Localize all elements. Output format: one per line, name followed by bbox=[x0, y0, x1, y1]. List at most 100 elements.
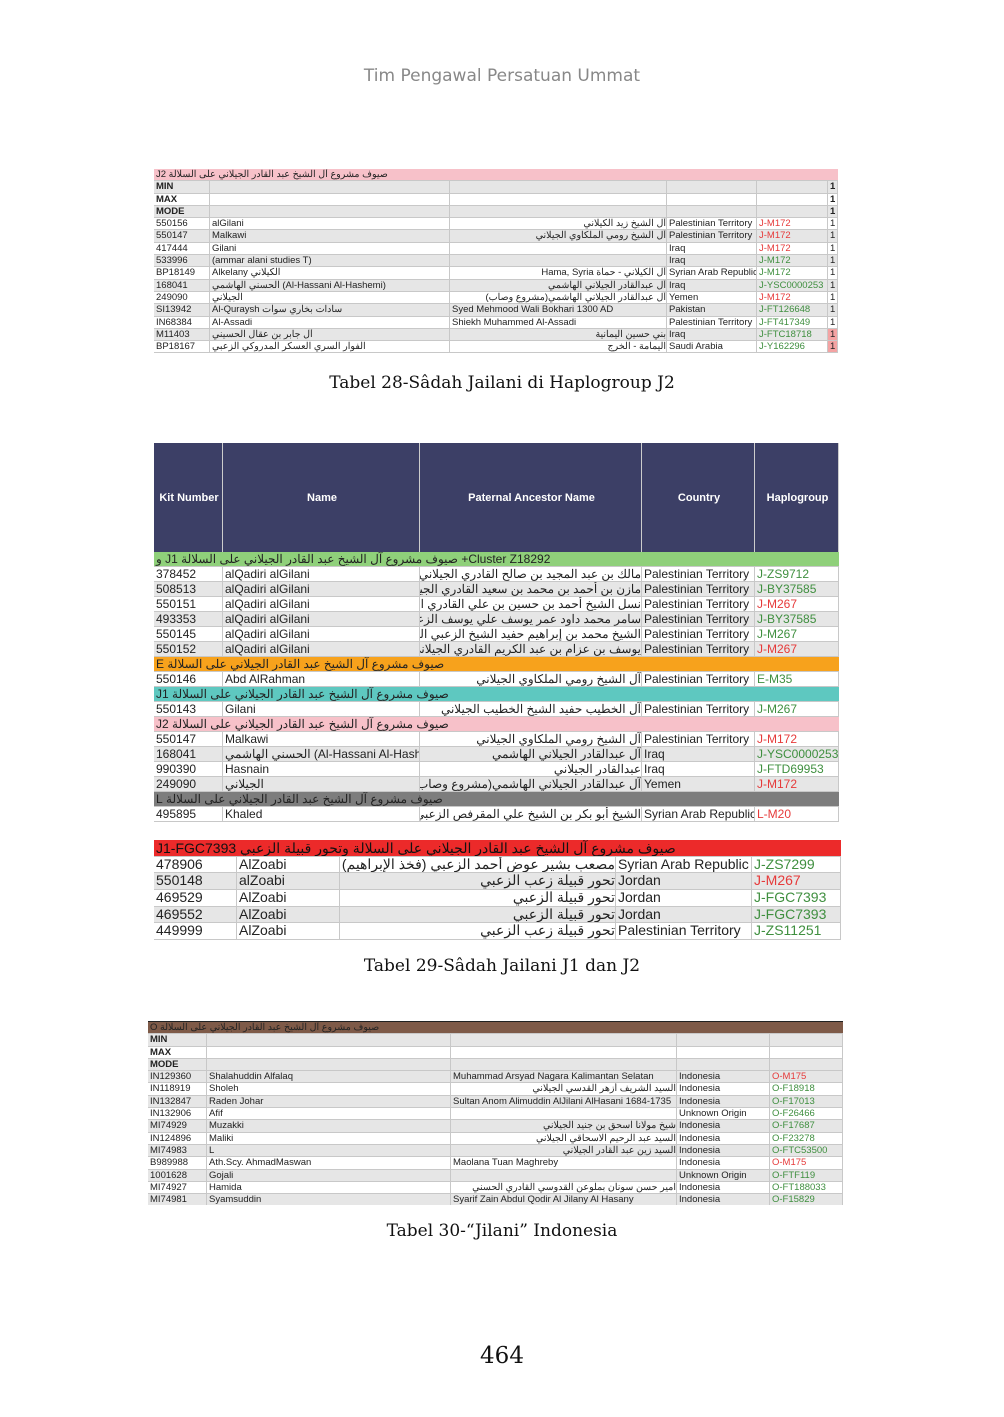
cell-kit: MIN bbox=[154, 181, 210, 193]
cell-count: 1 bbox=[828, 230, 838, 242]
cell-hg: J-FGC7393 bbox=[752, 906, 841, 923]
cell-name: Alkelany الكيلاني bbox=[210, 267, 450, 279]
cell-name: الحسني الهاشمي (Al-Hassani Al-Hashemi) bbox=[210, 279, 450, 291]
cell-hg: O-FTF119 bbox=[770, 1169, 843, 1181]
cell-kit: M11403 bbox=[154, 328, 210, 341]
cell-country: Iraq bbox=[642, 747, 755, 761]
cell-ancestor: آل الشيخ زيد الكيلاني bbox=[450, 218, 667, 230]
table-row: BP18167 الفوار السري العسكر المدروكي الزع… bbox=[154, 341, 838, 354]
cell-name: الجيلاني bbox=[210, 291, 450, 304]
cell-kit: MI74981 bbox=[148, 1194, 207, 1205]
cell-kit: 550147 bbox=[154, 732, 223, 746]
table-29: Kit Number Name Paternal Ancestor Name Coun… bbox=[154, 443, 839, 823]
cell-country: Indonesia bbox=[677, 1071, 770, 1083]
group-band: صيوف مشروع آل الشيخ عبد القادر الجيلاني … bbox=[154, 169, 838, 182]
cell-ancestor bbox=[450, 255, 667, 267]
cell-country bbox=[677, 1058, 770, 1071]
cell-country: Indonesia bbox=[677, 1157, 770, 1169]
cell-name: Malkawi bbox=[210, 230, 450, 242]
cell-kit: MIN bbox=[148, 1034, 207, 1046]
cell-country: Palestinian Territory bbox=[642, 642, 755, 656]
cell-kit: 1001628 bbox=[148, 1169, 207, 1181]
cell-hg: J-M172 bbox=[755, 777, 839, 791]
cell-name: Hamida bbox=[207, 1181, 451, 1194]
cell-ancestor: Maolana Tuan Maghreby bbox=[451, 1157, 677, 1169]
cell-ancestor: آل عبدالقادر الجيلاني الهاشمي bbox=[450, 279, 667, 291]
cell-hg: J-M172 bbox=[755, 732, 839, 746]
cell-country: Palestinian Territory bbox=[667, 316, 757, 328]
cell-count: 1 bbox=[828, 279, 838, 291]
cell-hg: J-FT417349 bbox=[757, 316, 828, 328]
cell-hg bbox=[757, 181, 828, 193]
cell-count: 1 bbox=[828, 316, 838, 328]
cell-name: alQadiri alGilani bbox=[223, 597, 420, 611]
cell-country: Indonesia bbox=[677, 1095, 770, 1108]
cell-kit: 449999 bbox=[154, 923, 237, 940]
cell-ancestor: تحور قبيلة زعب الزعبي bbox=[340, 923, 616, 940]
cell-ancestor: تحور قبيلة زعب الزعبي bbox=[340, 873, 616, 890]
cell-ancestor: آل الشيخ رومي الملكاوي الجيلاني bbox=[420, 672, 642, 686]
cell-name: Al-Assadi bbox=[210, 316, 450, 328]
column-header: Country bbox=[642, 443, 755, 552]
cell-ancestor: بني حسين اليمانية bbox=[450, 328, 667, 341]
cell-ancestor: آل الخطيب حفيد الشيخ الخطيب الجيلاني bbox=[420, 702, 642, 716]
cell-kit: BP18149 bbox=[154, 267, 210, 279]
cell-ancestor: مازن بن أحمد بن محمد بن سعيد القادري الج… bbox=[420, 582, 642, 596]
table-row: SI13942 Al-Quraysh سادات بخاري سوات Syed M… bbox=[154, 304, 838, 317]
cell-kit: 168041 bbox=[154, 279, 210, 291]
cell-hg: O-F18918 bbox=[770, 1083, 843, 1095]
cell-ancestor: شيخ مولانا اسحق بن جنيد الجيلاني bbox=[451, 1120, 677, 1132]
cell-hg: J-ZS9712 bbox=[755, 567, 839, 581]
cell-hg: J-M267 bbox=[755, 597, 839, 611]
table-row: 378452 alQadiri alGilani مالك بن عبد المجي… bbox=[154, 567, 839, 582]
cell-ancestor: Syed Mehmood Wali Bokhari 1300 AD bbox=[450, 304, 667, 316]
stat-row: MAX bbox=[148, 1046, 843, 1059]
table-row: 533996 (ammar alani studies T) Iraq J-M172 1 bbox=[154, 255, 838, 268]
table-row: MI74927 Hamida امير حسن سونان بملوعن القدو… bbox=[148, 1181, 843, 1195]
cell-count: 1 bbox=[828, 181, 838, 193]
cell-name: alQadiri alGilani bbox=[223, 567, 420, 581]
cell-country: Yemen bbox=[642, 777, 755, 791]
table-row: 990390 Hasnain عبدالقادر الجيلاني Iraq J-FTD… bbox=[154, 762, 839, 777]
stat-row: MIN bbox=[148, 1034, 843, 1047]
cell-ancestor: السيد عبد الرحيم الاسحاقي الجيلاني bbox=[451, 1132, 677, 1144]
cell-ancestor: آل الشيخ رومي الملكاوي الجيلاني bbox=[420, 732, 642, 746]
cell-hg: J-FGC7393 bbox=[752, 890, 841, 906]
cell-hg: J-FTC18718 bbox=[757, 328, 828, 341]
cell-hg: O-M175 bbox=[770, 1157, 843, 1169]
cell-ancestor bbox=[451, 1058, 677, 1071]
cell-name: alQadiri alGilani bbox=[223, 582, 420, 596]
cell-count: 1 bbox=[828, 193, 838, 205]
cell-name: alQadiri alGilani bbox=[223, 612, 420, 626]
cell-country: Palestinian Territory bbox=[642, 672, 755, 686]
group-band: صيوف مشروع آل الشيخ عبد القادر الجيلاني … bbox=[154, 717, 839, 732]
cell-kit: 990390 bbox=[154, 762, 223, 776]
table-30-caption: Tabel 30-“Jilani” Indonesia bbox=[386, 1221, 618, 1241]
cell-ancestor: امير حسن سونان بملوعن القدوسي القادري ال… bbox=[451, 1181, 677, 1194]
cell-kit: MODE bbox=[154, 205, 210, 218]
cell-ancestor: تحور قبيلة الزعبي bbox=[340, 906, 616, 923]
cell-hg: E-M35 bbox=[755, 672, 839, 686]
cell-ancestor: الشيخ أبو بكر بن الشيخ علي المقرفص الزعب… bbox=[420, 807, 642, 821]
group-band: صيوف مشروع آل الشيخ عبد القادر الجيلاني … bbox=[154, 792, 839, 807]
cell-hg: O-FTC53500 bbox=[770, 1144, 843, 1157]
group-band: صيوف مشروع آل الشيخ عبد القادر الجيلاني … bbox=[148, 1022, 843, 1035]
cell-kit: 550143 bbox=[154, 702, 223, 716]
cell-name: alZoabi bbox=[237, 873, 340, 890]
cell-hg bbox=[757, 193, 828, 205]
stat-row: MODE bbox=[148, 1058, 843, 1072]
cell-kit: 469529 bbox=[154, 890, 237, 906]
cell-hg: L-M20 bbox=[755, 807, 839, 821]
cell-ancestor: آل عبدالقادر الجيلاني الهاشمي(مشروع وصاب… bbox=[450, 291, 667, 304]
cell-kit: 249090 bbox=[154, 291, 210, 304]
group-band: صيوف مشروع آل الشيخ عبد القادر الجيلاني … bbox=[154, 657, 839, 672]
cell-kit: 550145 bbox=[154, 627, 223, 641]
cell-count: 1 bbox=[828, 255, 838, 267]
cell-ancestor: آل الكيلاني - حماة Hama, Syria bbox=[450, 267, 667, 279]
table-row: IN124896 Maliki السيد عبد الرحيم الاسحاقي … bbox=[148, 1132, 843, 1145]
cell-name: الجيلاني bbox=[223, 777, 420, 791]
cell-name: AlZoabi bbox=[237, 890, 340, 906]
cell-kit: IN132906 bbox=[148, 1108, 207, 1120]
table-row: 469529 AlZoabi تحور قبيلة الزعبي Jordan J-FG… bbox=[154, 890, 841, 907]
